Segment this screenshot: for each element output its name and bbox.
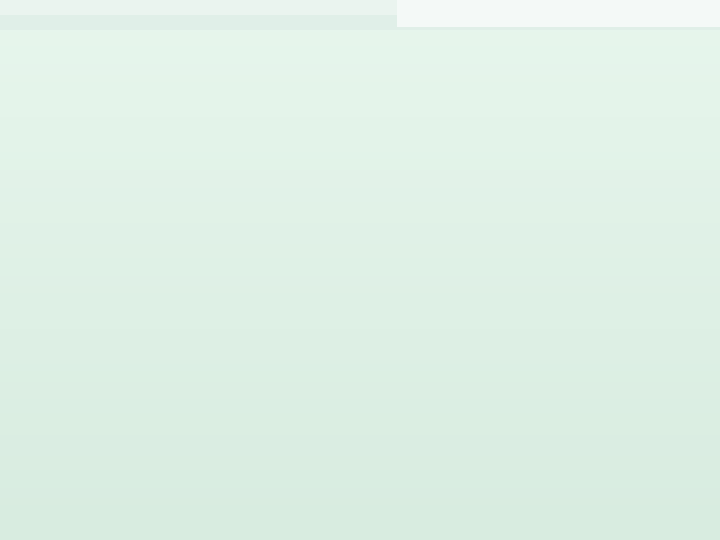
Text: second
element: second element <box>249 410 313 440</box>
Text: Chapter 8 Starting Out with C++: Early Objects 5/e
slide: Chapter 8 Starting Out with C++: Early O… <box>14 510 266 531</box>
Text: allocates the following memory: allocates the following memory <box>65 238 415 258</box>
Text: • The definition: • The definition <box>65 150 239 170</box>
Text: third
element: third element <box>353 410 417 440</box>
Bar <box>333 295 437 350</box>
Text: first
element: first element <box>145 410 209 440</box>
Bar <box>437 295 541 350</box>
Text: int tests[ISIZE];   // SIZE is 5: int tests[ISIZE]; // SIZE is 5 <box>112 192 459 210</box>
Bar <box>541 295 645 350</box>
Bar <box>125 295 229 350</box>
Text: Array Storage in Memory: Array Storage in Memory <box>117 75 603 113</box>
Text: fifth
element: fifth element <box>561 410 625 440</box>
Text: fourth
element: fourth element <box>457 410 521 440</box>
Bar <box>229 295 333 350</box>
Text: © 2006 Pearson Education.
All Rights Reserved: © 2006 Pearson Education. All Rights Res… <box>572 510 706 531</box>
